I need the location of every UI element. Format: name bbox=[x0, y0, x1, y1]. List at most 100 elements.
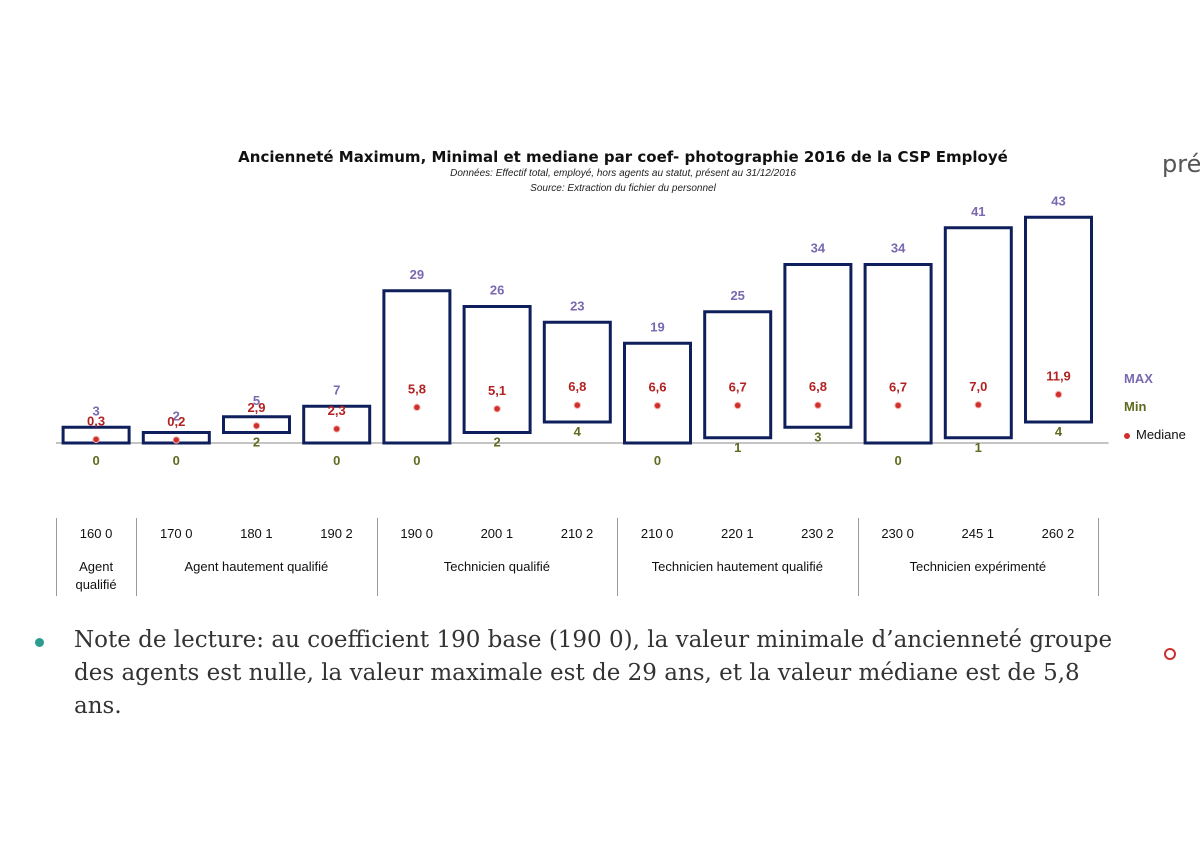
mediane-point bbox=[333, 425, 341, 433]
min-label: 2 bbox=[253, 435, 260, 450]
max-label: 25 bbox=[730, 288, 744, 303]
mediane-label: 2,9 bbox=[247, 400, 265, 415]
mediane-point bbox=[92, 435, 100, 444]
range-bar bbox=[943, 226, 1013, 440]
chart-subtitle-data: Données: Effectif total, employé, hors a… bbox=[450, 168, 796, 179]
min-label: 0 bbox=[173, 453, 180, 468]
side-text: pré bbox=[1162, 150, 1200, 178]
range-bar bbox=[382, 289, 452, 445]
group-label: Technicien expérimenté bbox=[909, 559, 1047, 574]
min-label: 4 bbox=[574, 424, 582, 439]
coef-label: 210 0 bbox=[640, 526, 674, 541]
coef-label: 245 1 bbox=[961, 526, 995, 541]
min-label: 0 bbox=[413, 453, 420, 468]
min-label: 3 bbox=[814, 429, 821, 444]
max-label: 43 bbox=[1051, 193, 1065, 208]
mediane-point bbox=[493, 405, 501, 413]
circle-icon bbox=[1164, 648, 1176, 660]
max-label: 34 bbox=[811, 241, 826, 256]
coef-row: 160 0 170 0 180 1 190 2 190 0 200 1 210 2 210 0… bbox=[56, 526, 1098, 550]
category-table: 160 0 170 0 180 1 190 2 190 0 200 1 210 2 210 0… bbox=[56, 518, 1099, 596]
chart-subtitle-source: Source: Extraction du fichier du personn… bbox=[530, 183, 716, 194]
mediane-point bbox=[413, 403, 421, 412]
group-divider bbox=[617, 518, 619, 596]
max-label: 2 bbox=[173, 409, 180, 424]
mediane-point bbox=[653, 401, 662, 410]
mediane-label: 11,9 bbox=[1046, 369, 1071, 384]
coef-label: 190 0 bbox=[400, 526, 433, 541]
max-label: 3 bbox=[92, 403, 99, 418]
coef-label: 220 1 bbox=[721, 526, 754, 541]
min-label: 0 bbox=[894, 453, 901, 468]
range-bar bbox=[783, 263, 853, 429]
coef-label: 190 2 bbox=[320, 526, 353, 541]
legend-max: MAX bbox=[1124, 371, 1153, 386]
coef-label: 180 1 bbox=[240, 526, 273, 541]
min-label: 0 bbox=[92, 453, 99, 468]
chart-title: Ancienneté Maximum, Minimal et mediane p… bbox=[238, 148, 1008, 166]
min-label: 0 bbox=[333, 453, 340, 468]
max-label: 23 bbox=[570, 298, 584, 313]
mediane-point bbox=[814, 401, 822, 409]
range-bar bbox=[302, 404, 372, 445]
range-bar bbox=[542, 320, 612, 424]
coef-label: 230 2 bbox=[801, 526, 834, 541]
mediane-point bbox=[974, 401, 982, 409]
mediane-label: 6,8 bbox=[568, 379, 586, 394]
group-label: Agent qualifié bbox=[75, 559, 117, 592]
mediane-label: 6,7 bbox=[889, 379, 907, 394]
range-bar bbox=[462, 305, 532, 434]
range-bar bbox=[1024, 215, 1093, 424]
legend-mediane-label: Mediane bbox=[1136, 427, 1186, 442]
mediane-label: 0,2 bbox=[167, 414, 185, 429]
min-label: 0 bbox=[654, 453, 661, 468]
max-label: 41 bbox=[971, 204, 985, 219]
coef-label: 210 2 bbox=[560, 526, 594, 541]
group-divider bbox=[1098, 518, 1099, 596]
mediane-label: 5,8 bbox=[408, 381, 426, 396]
min-label: 2 bbox=[493, 435, 500, 450]
max-label: 7 bbox=[333, 382, 340, 397]
mediane-point bbox=[252, 422, 261, 430]
min-label: 4 bbox=[1055, 424, 1063, 439]
max-label: 29 bbox=[410, 267, 424, 282]
min-label: 1 bbox=[975, 440, 982, 455]
bullet-icon bbox=[35, 638, 44, 647]
range-bar bbox=[222, 415, 291, 434]
max-label: 19 bbox=[650, 319, 664, 334]
mediane-label: 7,0 bbox=[969, 379, 987, 394]
max-label: 26 bbox=[490, 283, 504, 298]
mediane-label: 6,7 bbox=[729, 379, 747, 394]
mediane-label: 5,1 bbox=[488, 383, 506, 398]
legend-mediane: Mediane bbox=[1124, 424, 1186, 452]
mediane-label: 6,8 bbox=[809, 379, 827, 394]
coef-label: 230 0 bbox=[881, 526, 914, 541]
group-divider bbox=[136, 518, 138, 596]
mediane-point bbox=[734, 401, 742, 410]
legend-min: Min bbox=[1124, 399, 1147, 414]
coef-label: 160 0 bbox=[79, 526, 113, 541]
coef-label: 260 2 bbox=[1041, 526, 1075, 541]
mediane-point bbox=[573, 401, 581, 409]
group-label: Agent hautement qualifié bbox=[184, 559, 329, 574]
group-label: Technicien qualifié bbox=[443, 559, 550, 574]
coef-label: 170 0 bbox=[159, 526, 193, 541]
max-label: 34 bbox=[891, 241, 906, 256]
chart-plot: 3 0 0,3 2 0 0,2 5 2 2,9 7 0 2,3 29 0 5,8 26 2 5,1 23 4 6,8 19… bbox=[56, 193, 1109, 468]
mediane-dot-icon bbox=[1124, 432, 1130, 439]
group-divider bbox=[376, 518, 378, 596]
chart-legend: MAX Min Mediane bbox=[1124, 368, 1186, 452]
group-label: Technicien hautement qualifié bbox=[651, 559, 823, 574]
reading-note: Note de lecture: au coefficient 190 base… bbox=[74, 627, 1113, 719]
mediane-label: 2,3 bbox=[328, 403, 346, 418]
range-bar bbox=[623, 341, 692, 445]
group-divider bbox=[857, 518, 859, 596]
mediane-label: 0,3 bbox=[87, 413, 105, 428]
group-divider bbox=[56, 518, 57, 596]
mediane-point bbox=[894, 401, 902, 410]
mediane-label: 6,6 bbox=[648, 380, 666, 395]
min-label: 1 bbox=[734, 440, 741, 455]
range-bar bbox=[863, 263, 933, 445]
mediane-point bbox=[1054, 390, 1063, 399]
coef-label: 200 1 bbox=[480, 526, 514, 541]
